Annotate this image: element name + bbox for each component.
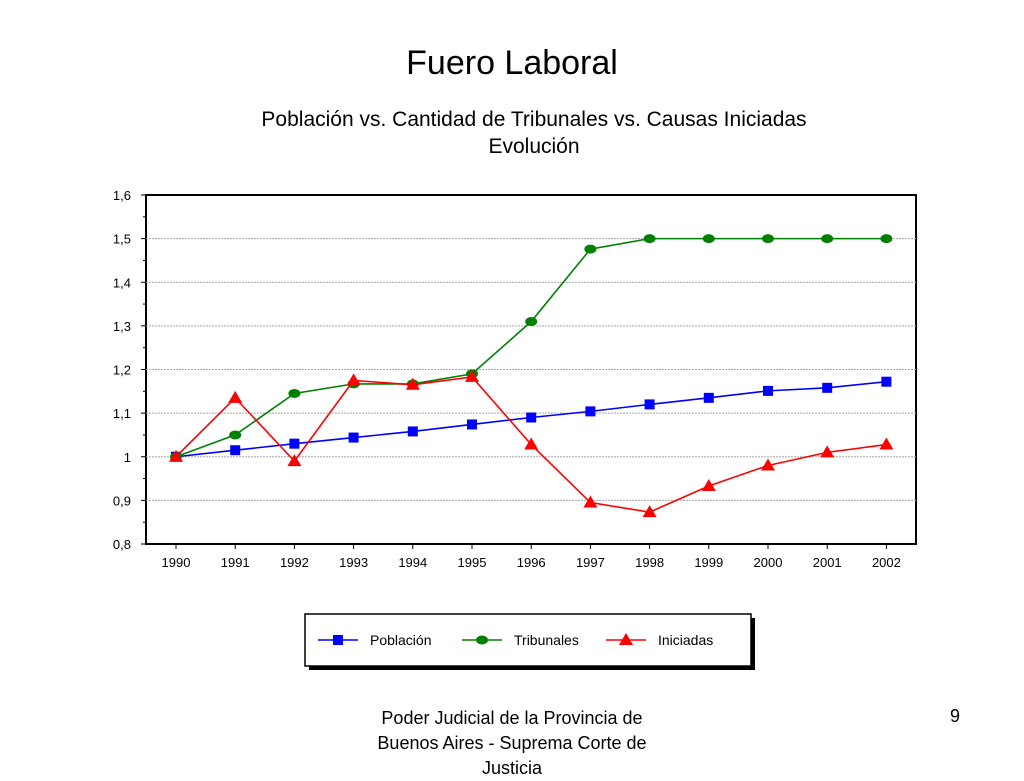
data-point-tribunales	[229, 430, 242, 440]
data-point-tribunales	[880, 234, 893, 244]
x-tick-label: 1996	[517, 555, 546, 570]
x-tick-label: 1995	[458, 555, 487, 570]
y-tick-label: 1,5	[113, 232, 131, 247]
legend-marker-tribunales	[476, 635, 488, 645]
slide-title: Fuero Laboral	[406, 44, 618, 82]
x-tick-label: 1993	[339, 555, 368, 570]
y-tick-label: 0,9	[113, 493, 131, 508]
data-point-poblacion	[644, 399, 655, 410]
data-point-tribunales	[288, 388, 301, 398]
data-point-tribunales	[584, 244, 597, 254]
chart-subtitle: Evolución	[488, 135, 579, 158]
data-point-iniciadas	[346, 373, 361, 386]
legend-marker-iniciadas	[619, 633, 633, 645]
x-tick-label: 1997	[576, 555, 605, 570]
legend-box	[304, 613, 752, 667]
data-point-tribunales	[525, 317, 538, 327]
data-point-iniciadas	[524, 437, 539, 450]
x-tick-label: 1994	[398, 555, 427, 570]
data-point-tribunales	[762, 234, 774, 244]
data-point-iniciadas	[287, 454, 302, 467]
data-point-iniciadas	[820, 445, 835, 458]
data-point-poblacion	[230, 445, 241, 456]
data-point-poblacion	[881, 376, 892, 387]
footer-text: Poder Judicial de la Provincia de Buenos…	[377, 708, 647, 778]
data-point-iniciadas	[405, 377, 420, 390]
legend-label-tribunales: Tribunales	[514, 632, 579, 648]
data-point-iniciadas	[761, 458, 775, 471]
x-tick-label: 1992	[280, 555, 309, 570]
x-tick-label: 1991	[221, 555, 250, 570]
data-point-poblacion	[703, 392, 714, 403]
data-point-poblacion	[585, 406, 596, 417]
data-point-poblacion	[348, 432, 359, 443]
page-number: 9	[949, 706, 960, 726]
data-point-tribunales	[821, 234, 834, 244]
data-point-poblacion	[763, 385, 773, 396]
data-point-iniciadas	[465, 369, 479, 382]
y-tick-label: 0,8	[113, 537, 131, 552]
legend-label-poblacion: Población	[370, 632, 432, 648]
data-point-iniciadas	[701, 478, 716, 491]
y-tick-label: 1,4	[113, 275, 131, 290]
data-point-poblacion	[822, 382, 833, 393]
y-tick-label: 1,2	[113, 363, 131, 378]
y-tick-label: 1,3	[113, 319, 131, 334]
legend-marker-poblacion	[333, 635, 343, 645]
legend-label-iniciadas: Iniciadas	[658, 632, 713, 648]
data-point-poblacion	[526, 412, 537, 423]
data-point-tribunales	[643, 234, 656, 244]
data-point-iniciadas	[879, 437, 894, 450]
y-tick-label: 1,1	[113, 406, 131, 421]
data-point-poblacion	[467, 419, 477, 430]
data-point-iniciadas	[169, 449, 183, 462]
y-tick-label: 1	[124, 450, 131, 465]
x-tick-label: 1990	[162, 555, 191, 570]
data-point-iniciadas	[583, 495, 598, 508]
data-point-poblacion	[407, 426, 418, 437]
x-tick-label: 1998	[635, 555, 664, 570]
data-point-poblacion	[289, 438, 300, 449]
y-tick-label: 1,6	[113, 188, 131, 203]
data-point-iniciadas	[642, 505, 657, 518]
x-tick-label: 2002	[872, 555, 901, 570]
x-tick-label: 1999	[694, 555, 723, 570]
x-tick-label: 2001	[813, 555, 842, 570]
chart-title: Población vs. Cantidad de Tribunales vs.…	[261, 108, 806, 131]
x-tick-label: 2000	[754, 555, 783, 570]
data-point-iniciadas	[228, 390, 243, 403]
data-point-tribunales	[702, 234, 715, 244]
